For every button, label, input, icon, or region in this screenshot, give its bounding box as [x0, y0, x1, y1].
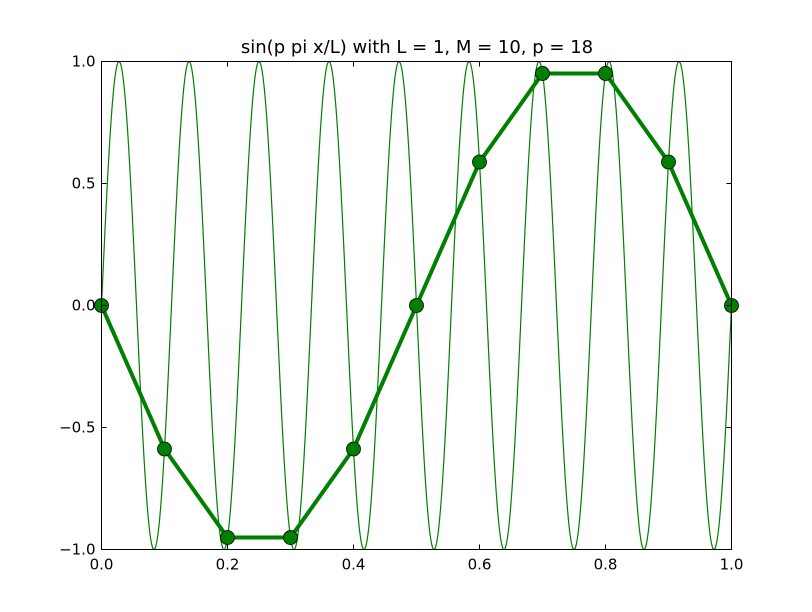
data-point-marker [535, 66, 550, 81]
y-tick-label: 0.0 [72, 297, 96, 315]
x-tick-label: 0.6 [468, 556, 492, 574]
data-markers [94, 66, 739, 545]
chart-title: sin(p pi x/L) with L = 1, M = 10, p = 18 [241, 37, 593, 58]
x-tick-label: 0.2 [216, 556, 240, 574]
x-tick-label: 0.8 [594, 556, 618, 574]
data-point-marker [220, 530, 235, 545]
x-tick-label: 1.0 [720, 556, 744, 574]
data-point-marker [157, 441, 172, 457]
data-point-marker [661, 154, 676, 170]
x-tick-label: 0.0 [90, 556, 114, 574]
data-point-marker [283, 530, 298, 545]
x-tick-label: 0.4 [342, 556, 366, 574]
y-tick-label: 0.5 [72, 175, 96, 193]
y-tick-label: 1.0 [72, 53, 96, 71]
y-tick-label: −0.5 [59, 419, 95, 437]
axis-ticks: 0.0 0.2 0.4 0.6 0.8 1.0 −1.0 −0.5 0.0 0.5 1.0 [59, 53, 743, 574]
data-point-marker [472, 154, 487, 170]
data-point-marker [409, 298, 424, 313]
y-tick-label: −1.0 [59, 541, 95, 559]
data-point-marker [346, 441, 361, 457]
data-point-marker [598, 66, 613, 81]
